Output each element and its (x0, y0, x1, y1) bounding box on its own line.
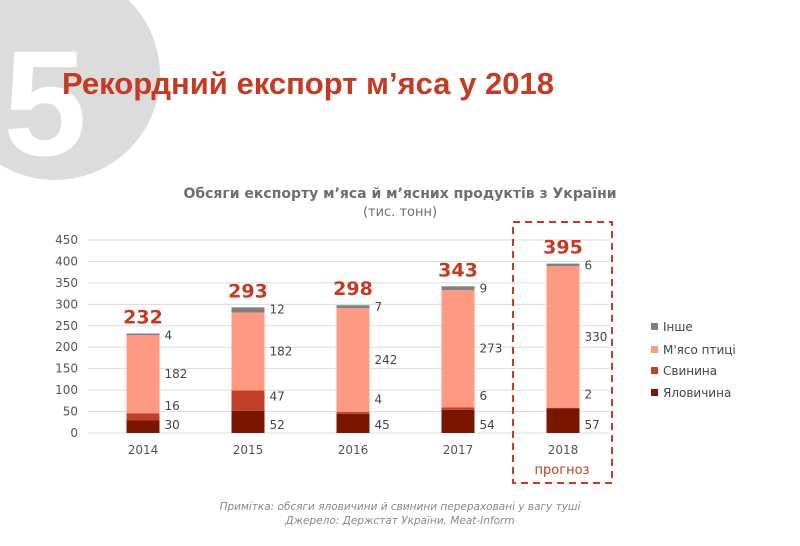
data-label: 7 (375, 300, 383, 314)
legend-label: Яловичина (663, 386, 731, 400)
bar-segment (336, 308, 370, 412)
chart-subtitle: (тис. тонн) (363, 205, 437, 220)
legend-label: Інше (663, 320, 693, 334)
data-label: 242 (375, 353, 398, 367)
bar-segment (126, 413, 160, 421)
note-text: Примітка: обсяги яловичини й свинини пер… (219, 501, 581, 513)
legend-swatch (651, 389, 658, 396)
y-tick-label: 150 (55, 362, 78, 376)
bar-segment (336, 411, 370, 414)
x-tick-label: 2014 (128, 443, 159, 457)
bar-segment (546, 408, 580, 433)
bar-segment (441, 407, 475, 410)
data-label: 182 (165, 367, 188, 381)
legend-swatch (651, 323, 658, 330)
bar-segment (546, 263, 580, 267)
legend-swatch (651, 346, 658, 353)
bar-segment (336, 413, 370, 433)
total-label: 232 (123, 306, 163, 328)
data-label: 12 (270, 302, 285, 316)
bar-segment (126, 420, 160, 433)
data-label: 6 (585, 259, 593, 273)
data-label: 52 (270, 418, 285, 432)
x-tick-label: 2016 (338, 443, 369, 457)
total-label: 343 (438, 259, 478, 281)
bar-segment (126, 335, 160, 414)
bar-segment (441, 409, 475, 433)
legend-swatch (651, 367, 658, 374)
bar-segment (126, 333, 160, 336)
badge-circle (0, 0, 160, 180)
data-label: 4 (375, 393, 383, 407)
source-text: Джерело: Держстат України, Meat-Inform (285, 515, 515, 527)
bar-segment (231, 307, 265, 313)
legend-label: Свинина (663, 364, 717, 378)
page-title: Рекордний експорт м’яса у 2018 (62, 66, 554, 101)
chart-title: Обсяги експорту м’яса й м’ясних продукті… (183, 186, 616, 202)
data-label: 45 (375, 418, 390, 432)
bar-segment (336, 305, 370, 309)
legend-label: М'ясо птиці (663, 343, 736, 357)
y-tick-label: 50 (63, 405, 78, 419)
data-label: 6 (480, 389, 488, 403)
data-label: 54 (480, 418, 495, 432)
data-label: 9 (480, 281, 488, 295)
data-label: 47 (270, 390, 285, 404)
data-label: 330 (585, 330, 608, 344)
y-tick-label: 0 (70, 426, 78, 440)
bar-segment (546, 407, 580, 409)
total-label: 293 (228, 280, 268, 302)
y-tick-label: 100 (55, 383, 78, 397)
bar-segment (231, 312, 265, 391)
x-tick-label: 2015 (233, 443, 264, 457)
bar-segment (231, 410, 265, 433)
data-label: 57 (585, 418, 600, 432)
y-tick-label: 250 (55, 319, 78, 333)
data-label: 273 (480, 342, 503, 356)
x-tick-label: 2018 (548, 443, 579, 457)
total-label: 298 (333, 278, 373, 300)
data-label: 16 (165, 399, 180, 413)
bar-segment (441, 290, 475, 408)
forecast-box (512, 221, 613, 484)
bar-segment (441, 286, 475, 291)
y-tick-label: 400 (55, 254, 78, 268)
forecast-label: прогноз (535, 463, 590, 478)
y-tick-label: 200 (55, 340, 78, 354)
data-label: 4 (165, 328, 173, 342)
bar-segment (231, 390, 265, 411)
data-label: 182 (270, 345, 293, 359)
x-tick-label: 2017 (443, 443, 474, 457)
y-tick-label: 350 (55, 276, 78, 290)
y-tick-label: 450 (55, 233, 78, 247)
y-tick-label: 300 (55, 297, 78, 311)
bar-segment (546, 266, 580, 408)
total-label: 395 (543, 237, 583, 259)
footnotes: Примітка: обсяги яловичини й свинини пер… (0, 500, 800, 528)
section-number: 5 (3, 19, 86, 187)
data-label: 30 (165, 418, 180, 432)
data-label: 2 (585, 388, 593, 402)
